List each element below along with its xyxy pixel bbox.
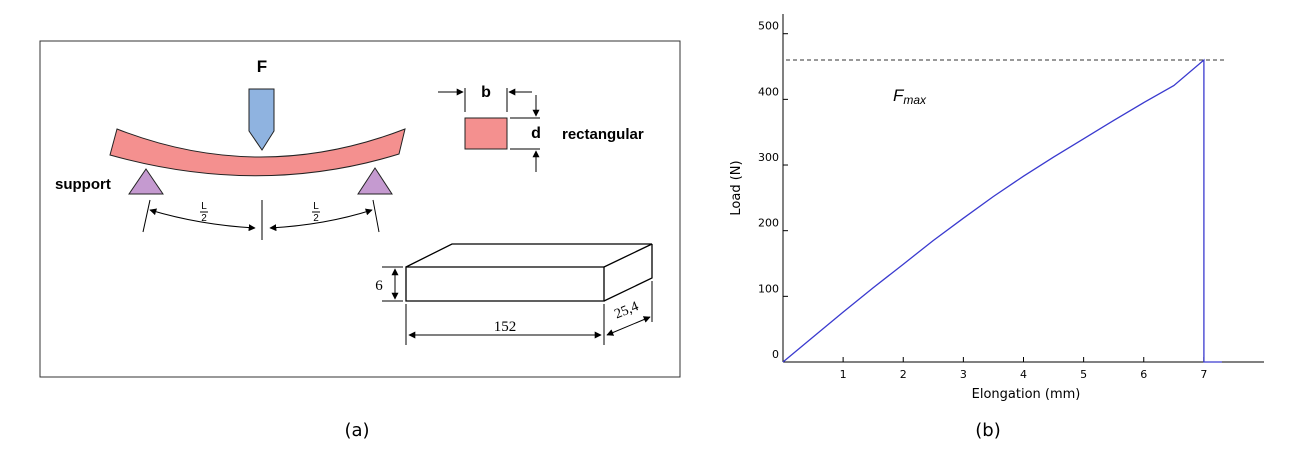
x-tick-label: 4 [1020, 368, 1027, 381]
support-right [357, 167, 393, 195]
span-tick-left [142, 199, 151, 233]
section-shape-label: rectangular [562, 126, 644, 143]
specimen-length: 152 [494, 319, 517, 335]
svg-text:2: 2 [313, 213, 319, 224]
span-tick-right [372, 199, 380, 233]
section-width-label: b [481, 84, 491, 101]
specimen-width: 25,4 [613, 299, 641, 322]
svg-text:2: 2 [201, 213, 207, 224]
cross-section [464, 117, 508, 150]
fmax-annotation: Fmax [893, 86, 927, 107]
svg-text:L: L [313, 201, 319, 212]
panel-b: 0 100 200 300 400 500 1 2 3 4 5 6 7 Elongation (mm)… [729, 14, 1264, 441]
y-tick-label: 400 [758, 85, 779, 98]
x-tick-label: 5 [1080, 368, 1087, 381]
load-elongation-curve [782, 58, 1222, 363]
beam [109, 128, 406, 177]
span-half-left: L 2 [200, 201, 208, 224]
force-label: F [257, 57, 267, 76]
x-tick-label: 2 [900, 368, 907, 381]
y-tick-label: 300 [758, 151, 779, 164]
x-tick-label: 6 [1140, 368, 1147, 381]
caption-a: (a) [344, 420, 369, 441]
y-tick-label: 200 [758, 217, 779, 230]
y-tick-label: 100 [758, 282, 779, 295]
panel-a-frame [39, 40, 681, 378]
span-half-right: L 2 [312, 201, 320, 224]
span-arrow-right [269, 208, 373, 232]
x-axis-label: Elongation (mm) [972, 387, 1081, 402]
panel-a: F support L 2 L 2 b d rectan [39, 40, 681, 441]
x-tick-label: 1 [840, 368, 847, 381]
section-depth-label: d [531, 125, 541, 142]
span-arrow-left [149, 208, 256, 232]
specimen-height: 6 [375, 278, 383, 294]
y-tick-label: 0 [772, 348, 779, 361]
support-label: support [55, 176, 111, 193]
y-tick-label: 500 [758, 20, 779, 33]
specimen-block [405, 243, 653, 302]
support-left [128, 168, 164, 195]
y-axis-label: Load (N) [729, 160, 744, 215]
x-tick-label: 7 [1200, 368, 1207, 381]
caption-b: (b) [975, 420, 1000, 441]
x-tick-label: 3 [960, 368, 967, 381]
indenter [248, 88, 275, 151]
svg-text:L: L [201, 201, 207, 212]
